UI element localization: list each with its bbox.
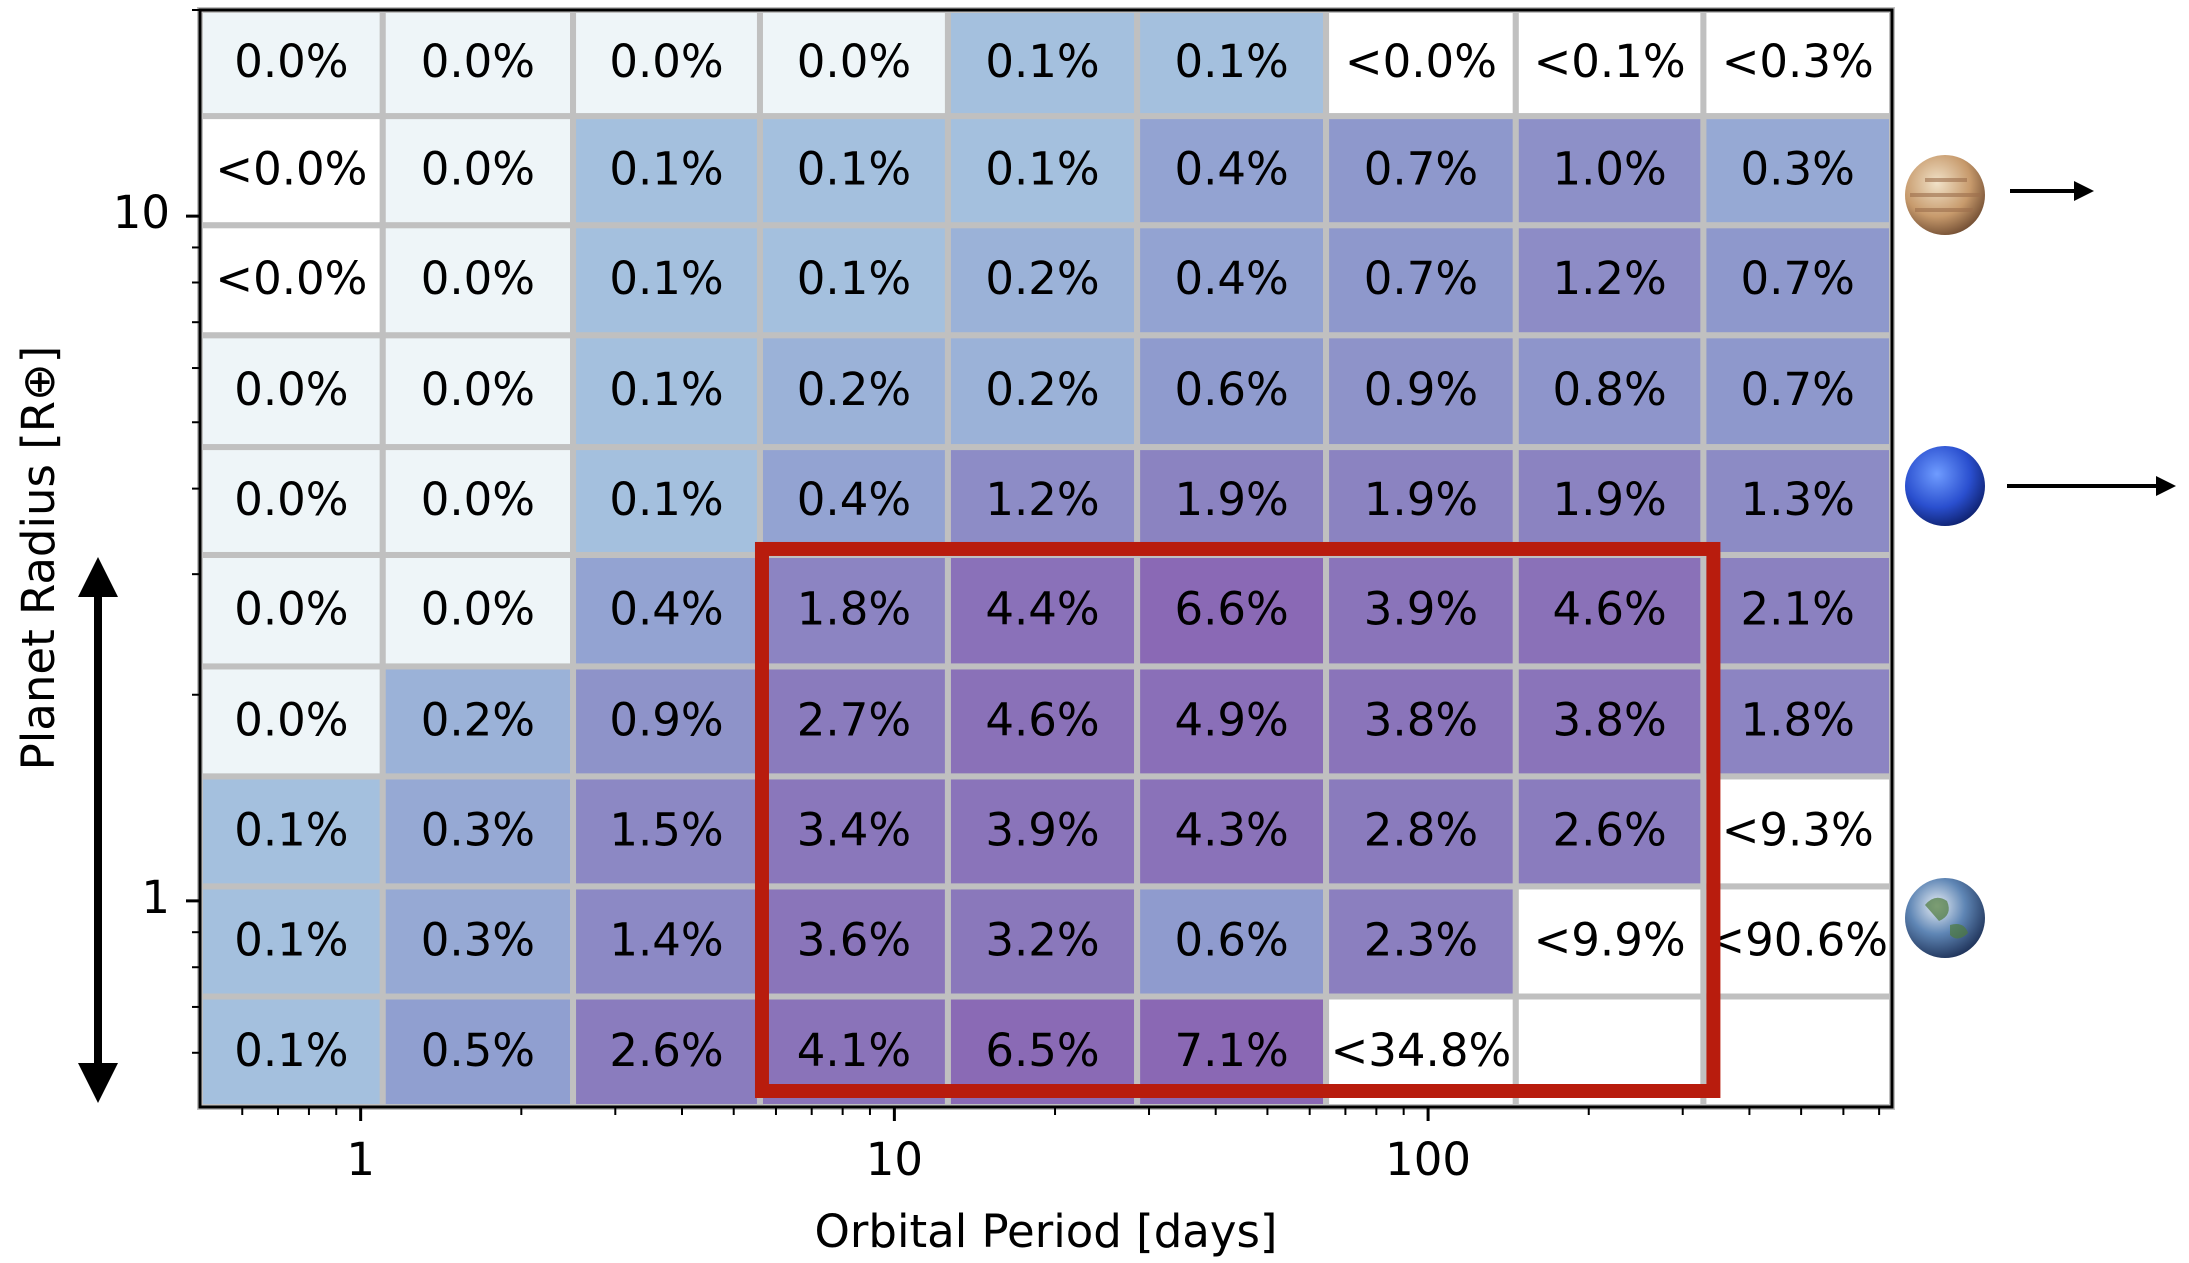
cell-label: 0.7% xyxy=(1741,363,1855,416)
x-tick-label: 10 xyxy=(866,1133,923,1186)
earth-icon xyxy=(1905,878,1985,958)
cell-label: 0.0% xyxy=(421,583,535,636)
cell-label: 0.2% xyxy=(797,363,911,416)
cell-label: <34.8% xyxy=(1331,1024,1512,1077)
cell-label: 4.3% xyxy=(1174,803,1288,856)
cell-label: 2.6% xyxy=(609,1024,723,1077)
cell-label: 0.0% xyxy=(234,583,348,636)
cell-label: 0.4% xyxy=(1174,252,1288,305)
cell-label: 0.0% xyxy=(797,35,911,88)
cell-label: 0.3% xyxy=(421,803,535,856)
cell-label: 0.0% xyxy=(421,473,535,526)
cell-label: 1.4% xyxy=(609,913,723,966)
cell-label: 0.7% xyxy=(1741,252,1855,305)
cell-label: 1.0% xyxy=(1552,143,1666,196)
neptune-icon xyxy=(1905,446,1985,526)
cell-label: 0.1% xyxy=(985,35,1099,88)
cell-label: 0.1% xyxy=(234,913,348,966)
cell-label: 0.7% xyxy=(1364,143,1478,196)
cell-label: 0.0% xyxy=(234,35,348,88)
cell-label: 3.9% xyxy=(985,803,1099,856)
cell-label: 3.4% xyxy=(797,803,911,856)
cell-label: 0.0% xyxy=(234,363,348,416)
cell-label: 0.1% xyxy=(985,143,1099,196)
cell-label: 0.1% xyxy=(234,803,348,856)
cell-label: 3.8% xyxy=(1364,693,1478,746)
cell-label: 0.1% xyxy=(234,1024,348,1077)
heatmap-cell xyxy=(1703,997,1892,1107)
cell-label: 0.1% xyxy=(609,252,723,305)
y-tick-label: 10 xyxy=(113,186,170,239)
cell-label: 4.6% xyxy=(1552,583,1666,636)
chart: 0.1% 0.5% 2.6% 4.1% 6.5% 7.1% <34.8% 0.1% 0.3% 1.… xyxy=(0,0,2189,1263)
x-tick-label: 1 xyxy=(346,1133,375,1186)
cell-label: 1.9% xyxy=(1364,473,1478,526)
cell-label: 0.1% xyxy=(609,473,723,526)
cell-label: 0.6% xyxy=(1174,913,1288,966)
cell-label: 3.9% xyxy=(1364,583,1478,636)
cell-label: 0.8% xyxy=(1552,363,1666,416)
cell-label: 1.8% xyxy=(1741,693,1855,746)
cell-label: 0.3% xyxy=(1741,143,1855,196)
cell-label: 0.9% xyxy=(609,693,723,746)
cell-label: 0.2% xyxy=(985,252,1099,305)
cell-label: 3.8% xyxy=(1552,693,1666,746)
cell-label: 1.5% xyxy=(609,803,723,856)
cell-label: 0.0% xyxy=(421,252,535,305)
cell-label: <0.0% xyxy=(215,143,367,196)
cell-label: 0.0% xyxy=(421,35,535,88)
cell-label: 2.6% xyxy=(1552,803,1666,856)
cell-label: 1.9% xyxy=(1552,473,1666,526)
cell-label: <0.0% xyxy=(215,252,367,305)
cell-label: 0.0% xyxy=(234,693,348,746)
cell-label: 2.7% xyxy=(797,693,911,746)
x-tick-label: 100 xyxy=(1385,1133,1471,1186)
cell-label: 6.6% xyxy=(1174,583,1288,636)
cell-label: 0.1% xyxy=(797,143,911,196)
cell-label: 0.9% xyxy=(1364,363,1478,416)
cell-label: 0.5% xyxy=(421,1024,535,1077)
cell-label: 0.0% xyxy=(234,473,348,526)
cell-label: 0.1% xyxy=(609,143,723,196)
cell-label: 0.2% xyxy=(985,363,1099,416)
cell-label: 0.0% xyxy=(609,35,723,88)
cell-label: 4.6% xyxy=(985,693,1099,746)
cell-label: <0.1% xyxy=(1534,35,1686,88)
cell-label: 0.0% xyxy=(421,363,535,416)
cell-label: 3.6% xyxy=(797,913,911,966)
cell-label: <9.3% xyxy=(1722,803,1874,856)
cell-label: 0.7% xyxy=(1364,252,1478,305)
x-axis-label: Orbital Period [days] xyxy=(815,1205,1278,1258)
cell-label: 4.1% xyxy=(797,1024,911,1077)
cell-label: 0.2% xyxy=(421,693,535,746)
cell-label: 7.1% xyxy=(1174,1024,1288,1077)
cell-label: <0.0% xyxy=(1345,35,1497,88)
cell-label: 4.4% xyxy=(985,583,1099,636)
cell-label: 0.4% xyxy=(609,583,723,636)
cell-label: 2.3% xyxy=(1364,913,1478,966)
cell-label: 2.8% xyxy=(1364,803,1478,856)
cell-label: 0.3% xyxy=(421,913,535,966)
y-tick-label: 1 xyxy=(141,871,170,924)
cell-label: 4.9% xyxy=(1174,693,1288,746)
cell-label: 2.1% xyxy=(1741,583,1855,636)
cell-label: 0.6% xyxy=(1174,363,1288,416)
cell-label: 1.2% xyxy=(1552,252,1666,305)
cell-label: <9.9% xyxy=(1534,913,1686,966)
cell-label: 0.0% xyxy=(421,143,535,196)
cell-label: 0.4% xyxy=(797,473,911,526)
cell-label: <90.6% xyxy=(1707,913,1888,966)
cell-label: 0.4% xyxy=(1174,143,1288,196)
cell-label: 1.8% xyxy=(797,583,911,636)
cell-label: 0.1% xyxy=(609,363,723,416)
cell-label: 1.3% xyxy=(1741,473,1855,526)
cell-label: 0.1% xyxy=(797,252,911,305)
cell-label: <0.3% xyxy=(1722,35,1874,88)
cell-label: 3.2% xyxy=(985,913,1099,966)
cell-label: 0.1% xyxy=(1174,35,1288,88)
cell-label: 1.9% xyxy=(1174,473,1288,526)
cell-label: 6.5% xyxy=(985,1024,1099,1077)
cell-label: 1.2% xyxy=(985,473,1099,526)
y-axis-label: Planet Radius [R⊕] xyxy=(12,346,65,771)
